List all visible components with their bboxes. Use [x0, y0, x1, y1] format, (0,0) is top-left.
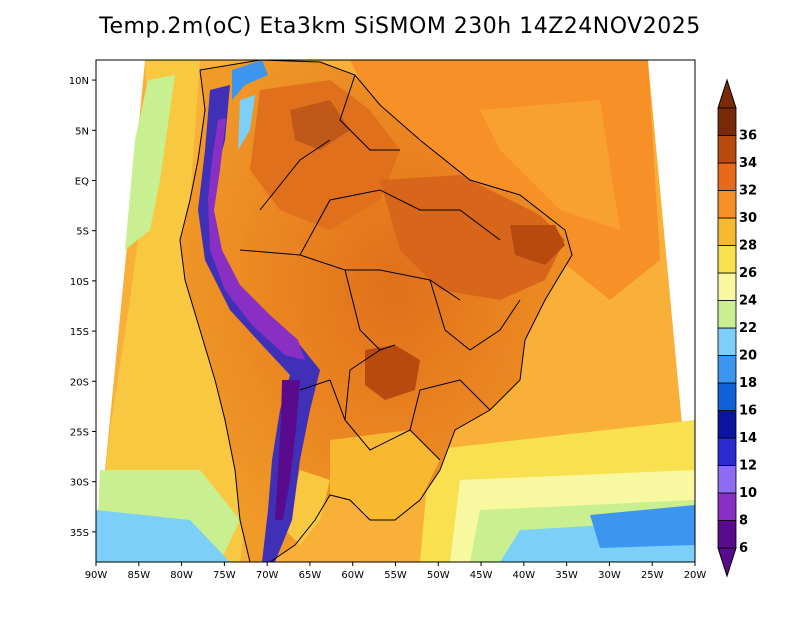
colorbar-min-arrow	[717, 547, 737, 578]
colorbar-label: 18	[739, 376, 757, 391]
colorbar-swatch	[717, 217, 737, 246]
colorbar-label: 16	[739, 404, 757, 419]
hot-amazon-region	[250, 80, 400, 230]
lon-tick-label: 25W	[641, 570, 664, 581]
lat-tick-label: EQ	[75, 176, 89, 187]
lon-tick-label: 60W	[341, 570, 364, 581]
colorbar-swatch	[717, 410, 737, 439]
lon-tick-label: 50W	[427, 570, 450, 581]
colorbar-label: 14	[739, 431, 757, 446]
lon-tick-label: 30W	[598, 570, 621, 581]
lat-tick-label: 10S	[70, 277, 89, 288]
lon-tick-label: 65W	[299, 570, 322, 581]
colorbar-swatch	[717, 520, 737, 549]
lat-tick-label: 35S	[70, 528, 89, 539]
southern-cone-mild	[330, 430, 440, 520]
temperature-field	[96, 60, 695, 562]
lon-tick-label: 75W	[213, 570, 236, 581]
lon-tick-label: 70W	[256, 570, 279, 581]
hot-pantanal-region	[365, 345, 420, 400]
lat-tick-label: 25S	[70, 427, 89, 438]
lat-tick-label: 20S	[70, 377, 89, 388]
colorbar-label: 10	[739, 486, 757, 501]
lon-tick-label: 20W	[684, 570, 707, 581]
lat-tick-label: 5N	[75, 126, 89, 137]
lat-tick-label: 5S	[76, 227, 89, 238]
colorbar-swatch	[717, 162, 737, 191]
pacific-mild-region	[96, 60, 255, 562]
colorbar-swatch	[717, 492, 737, 521]
colorbar-swatch	[717, 437, 737, 466]
latitude-axis: 10N 5N EQ 5S 10S 15S 20S 25S 30S 35S	[69, 76, 96, 539]
colorbar-max-arrow	[717, 78, 737, 109]
colorbar-label: 36	[739, 129, 757, 144]
colorbar-swatch	[717, 300, 737, 329]
colorbar-label: 24	[739, 294, 757, 309]
colorbar: 6 8 10 12 14 16 18 20 22 24 26 28 30 32 34 36	[717, 78, 757, 578]
pacific-cool-region	[125, 75, 175, 250]
lon-tick-label: 90W	[85, 570, 108, 581]
lon-tick-label: 85W	[127, 570, 150, 581]
lon-tick-label: 35W	[555, 570, 578, 581]
lat-tick-label: 30S	[70, 478, 89, 489]
lon-tick-label: 55W	[384, 570, 407, 581]
colorbar-label: 32	[739, 184, 757, 199]
colorbar-label: 20	[739, 349, 757, 364]
colorbar-label: 6	[739, 541, 748, 556]
colorbar-label: 26	[739, 266, 757, 281]
colorbar-swatch	[717, 382, 737, 411]
colorbar-label: 22	[739, 321, 757, 336]
lon-tick-label: 80W	[170, 570, 193, 581]
colorbar-swatch	[717, 327, 737, 356]
lon-tick-label: 40W	[513, 570, 536, 581]
colorbar-swatch	[717, 135, 737, 164]
colorbar-label: 28	[739, 239, 757, 254]
colorbar-swatch	[717, 190, 737, 219]
colorbar-swatch	[717, 272, 737, 301]
lon-tick-label: 45W	[470, 570, 493, 581]
colorbar-label: 12	[739, 459, 757, 474]
colorbar-label: 34	[739, 156, 757, 171]
lat-tick-label: 15S	[70, 327, 89, 338]
map-title: Temp.2m(oC) Eta3km SiSMOM 230h 14Z24NOV2…	[99, 14, 701, 39]
colorbar-swatch	[717, 245, 737, 274]
longitude-axis: 90W 85W 80W 75W 70W 65W 60W 55W 50W 45W 40W 35W 30W 2…	[85, 562, 707, 581]
country-borders	[179, 59, 573, 563]
colorbar-label: 30	[739, 211, 757, 226]
colorbar-swatch	[717, 465, 737, 494]
colorbar-swatch	[717, 107, 737, 136]
colorbar-label: 8	[739, 514, 748, 529]
lat-tick-label: 10N	[69, 76, 89, 87]
colorbar-swatch	[717, 355, 737, 384]
